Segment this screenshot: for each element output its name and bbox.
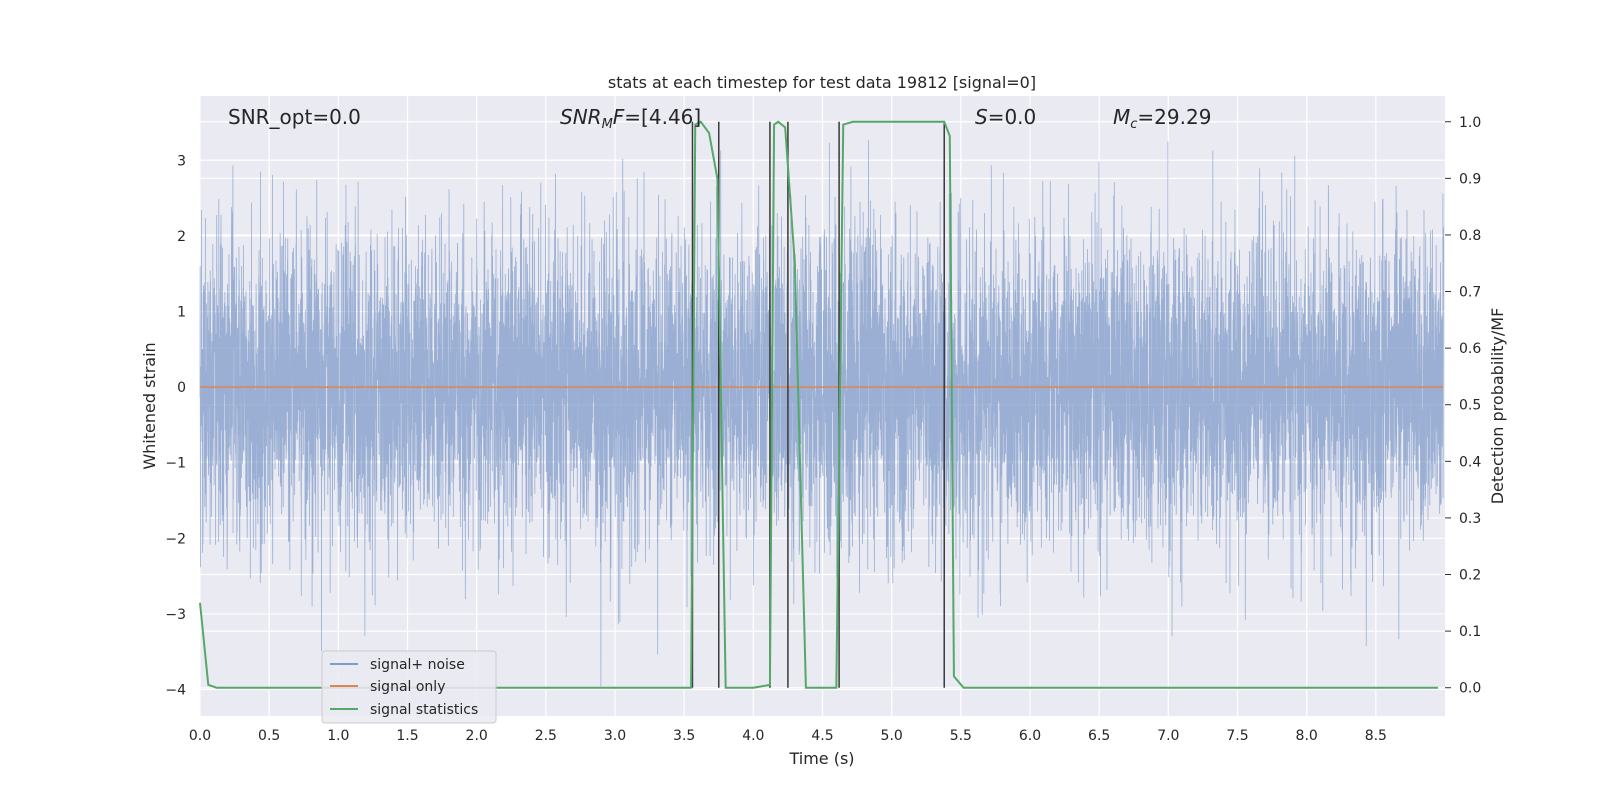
y2-ticks: 1.0 0.9 0.8 0.7 0.6 0.5 0.4 0.3 0.2 0.1 0.0 [1445,115,1481,697]
x-tick-label: 0.0 [189,728,211,744]
legend-box [321,650,497,724]
signal-plus-noise-series [199,140,1445,687]
y2-tick-label: 0.6 [1459,341,1481,357]
y2-tick-label: 1.0 [1459,115,1481,131]
y-tick-label: 0 [177,380,186,396]
y-tick-label: −2 [165,531,186,547]
y2-axis-label: Detection probability/MF [1488,308,1507,505]
x-tick-label: 8.5 [1365,728,1387,744]
x-tick-label: 7.5 [1226,728,1248,744]
y-tick-label: 2 [177,229,186,245]
y-tick-label: −4 [165,683,186,699]
y-tick-label: −1 [165,456,186,472]
signal-statistics-line [199,120,1439,689]
x-tick-label: 1.5 [396,728,418,744]
x-tick-label: 6.5 [1088,728,1110,744]
x-tick-label: 3.0 [604,728,626,744]
x-ticks: 0.0 0.5 1.0 1.5 2.0 2.5 3.0 3.5 4.0 4.5 5.0 5.5 6.0 6… [189,728,1387,744]
y2-tick-label: 0.0 [1459,681,1481,697]
x-tick-label: 2.0 [466,728,488,744]
y2-tick-label: 0.9 [1459,171,1481,187]
y2-tick-label: 0.7 [1459,285,1481,301]
legend-label-stats: signal statistics [370,702,478,718]
signal-statistics-series [199,120,1439,689]
x-tick-label: 3.5 [673,728,695,744]
annotation-snr-mf: SNRMF=[4.46] [560,105,701,132]
signal-plus-noise-line [199,140,1445,687]
y-ticks: 3 2 1 0 −1 −2 −3 −4 [165,153,186,698]
x-tick-label: 2.5 [535,728,557,744]
y-axis-label: Whitened strain [140,342,159,469]
x-tick-label: 5.0 [881,728,903,744]
chart-title: stats at each timestep for test data 198… [608,73,1036,92]
y2-tick-label: 0.4 [1459,454,1481,470]
y-tick-label: −3 [165,607,186,623]
x-tick-label: 0.5 [258,728,280,744]
legend: signal+ noise signal only signal statist… [321,650,497,724]
y2-tick-label: 0.2 [1459,568,1481,584]
y2-tick-label: 0.1 [1459,624,1481,640]
y-tick-label: 1 [177,304,186,320]
x-tick-label: 1.0 [327,728,349,744]
x-tick-label: 4.5 [811,728,833,744]
y2-tick-label: 0.3 [1459,511,1481,527]
y2-tick-label: 0.5 [1459,398,1481,414]
annotation-snr-opt: SNR_opt=0.0 [228,105,361,129]
x-tick-label: 6.0 [1019,728,1041,744]
legend-label-noise: signal+ noise [370,657,465,673]
x-tick-label: 8.0 [1296,728,1318,744]
x-axis-label: Time (s) [788,749,854,768]
x-tick-label: 4.0 [742,728,764,744]
y2-tick-label: 0.8 [1459,228,1481,244]
annotation-s: S=0.0 [975,105,1036,129]
annotation-mc: Mc=29.29 [1113,105,1211,132]
y-tick-label: 3 [177,153,186,169]
legend-label-signal: signal only [370,679,445,695]
x-tick-label: 7.0 [1157,728,1179,744]
x-tick-label: 5.5 [950,728,972,744]
